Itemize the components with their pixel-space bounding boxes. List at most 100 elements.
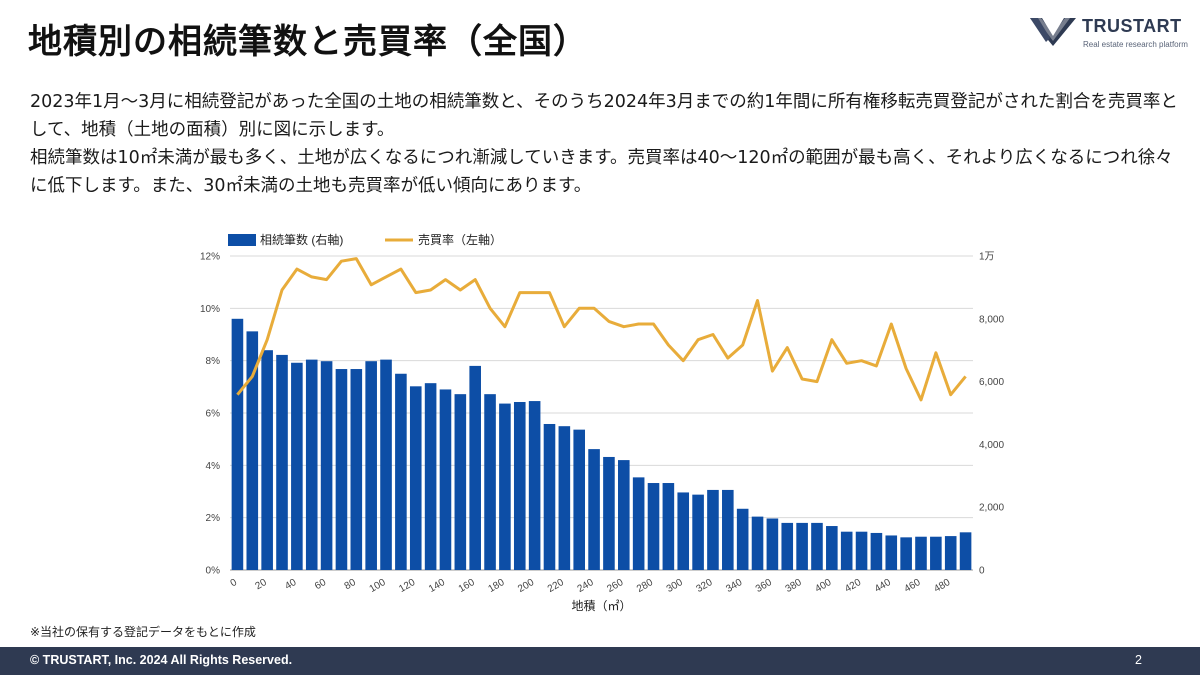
x-tick-label: 460 (903, 577, 923, 595)
bar (751, 516, 764, 570)
legend-label-bars: 相続筆数 (右軸) (260, 232, 343, 247)
x-tick-label: 60 (313, 577, 329, 592)
x-tick-label: 160 (457, 577, 477, 595)
bar (320, 361, 333, 570)
bar (409, 386, 422, 570)
bar (484, 394, 496, 570)
x-tick-label: 0 (229, 577, 240, 590)
y-left-tick-label: 10% (200, 304, 220, 315)
x-tick-label: 400 (813, 577, 833, 595)
bar (885, 535, 898, 570)
y-right-tick-label: 4,000 (979, 440, 1004, 451)
bar (350, 369, 363, 570)
footer-copyright: © TRUSTART, Inc. 2024 All Rights Reserve… (30, 653, 293, 667)
bar (380, 359, 392, 570)
x-tick-label: 80 (343, 577, 359, 592)
bar (543, 423, 556, 570)
y-left-tick-label: 8% (206, 356, 221, 367)
bar (944, 536, 957, 570)
y-left-tick-label: 4% (206, 461, 221, 472)
bar (231, 318, 244, 570)
y-left-tick-label: 6% (206, 409, 221, 420)
bar (291, 362, 303, 570)
x-tick-label: 380 (784, 577, 804, 595)
y-right-tick-label: 8,000 (979, 314, 1004, 325)
line-series-rate (236, 257, 967, 402)
source-note: ※当社の保有する登記データをもとに作成 (30, 625, 256, 639)
x-tick-label: 480 (932, 577, 952, 595)
x-tick-label: 340 (724, 577, 744, 595)
bar (261, 350, 273, 570)
bar (454, 394, 467, 570)
bar (826, 526, 838, 570)
page-title: 地積別の相続筆数と売買率（全国） (28, 22, 588, 62)
y-right-tick-label: 2,000 (979, 503, 1004, 514)
trustart-logo-icon (1030, 18, 1076, 46)
y-left-tick-label: 12% (200, 252, 220, 263)
bar (276, 354, 288, 570)
bar (722, 489, 734, 570)
legend-swatch-bars (228, 234, 256, 246)
legend-label-line: 売買率（左軸） (418, 232, 502, 247)
bar (439, 389, 452, 570)
y-left-tick-label: 0% (206, 566, 221, 577)
x-tick-label: 40 (283, 577, 299, 592)
bar (513, 402, 526, 570)
bar (692, 494, 704, 570)
chart: 0% 2% 4% 6% 8% 10% 12% 0 2,000 4,000 6,000 8,000 1万 0… (180, 226, 1020, 621)
x-tick-label: 180 (486, 577, 506, 595)
footer: © TRUSTART, Inc. 2024 All Rights Reserve… (0, 647, 1200, 675)
bar (959, 532, 972, 570)
bar (855, 531, 868, 570)
y-right-tick-label: 1万 (979, 252, 995, 263)
bar (766, 518, 779, 570)
description-line-1: 2023年1月～3月に相続登記があった全国の土地の相続筆数と、そのうち2024年… (30, 92, 1178, 140)
y-right-tick-label: 0 (979, 566, 985, 577)
bar (781, 522, 794, 570)
description-line-2: 相続筆数は10㎡未満が最も多く、土地が広くなるにつれ漸減していきます。売買率は4… (30, 148, 1173, 196)
bar (840, 531, 853, 570)
bar (424, 383, 437, 570)
bar (900, 537, 912, 570)
x-tick-label: 20 (254, 577, 270, 592)
x-tick-label: 440 (873, 577, 893, 595)
x-tick-label: 300 (665, 577, 685, 595)
x-tick-label: 200 (516, 577, 536, 595)
chart-svg: 0% 2% 4% 6% 8% 10% 12% 0 2,000 4,000 6,000 8,000 1万 0… (200, 232, 1004, 613)
bar (930, 536, 942, 570)
bar (528, 401, 541, 570)
description: 2023年1月～3月に相続登記があった全国の土地の相続筆数と、そのうち2024年… (30, 88, 1180, 200)
y-right-tick-label: 6,000 (979, 377, 1004, 388)
y-left-tick-label: 2% (206, 513, 221, 524)
bar (469, 365, 481, 570)
page-number: 2 (1135, 653, 1142, 667)
bar (305, 359, 318, 570)
x-tick-label: 120 (397, 577, 417, 595)
bar (662, 483, 675, 570)
x-tick-label: 240 (576, 577, 596, 595)
logo-tagline: Real estate research platform (1083, 40, 1188, 49)
bar (796, 522, 808, 570)
bar (365, 361, 377, 570)
x-tick-label: 260 (605, 577, 625, 595)
bar (811, 522, 823, 570)
bar (617, 460, 630, 570)
logo: TRUSTART Real estate research platform (1028, 12, 1193, 54)
bar (632, 477, 645, 570)
bar (677, 492, 690, 570)
bar (335, 369, 348, 570)
logo-name: TRUSTART (1082, 16, 1182, 36)
x-tick-label: 320 (694, 577, 714, 595)
bar (573, 429, 586, 570)
bar (603, 456, 615, 570)
bar (707, 489, 719, 570)
bar (647, 483, 660, 570)
x-tick-label: 140 (427, 577, 447, 595)
bar (915, 536, 927, 570)
x-tick-label: 360 (754, 577, 774, 595)
x-tick-label: 220 (546, 577, 566, 595)
bar (395, 373, 407, 570)
x-tick-label: 420 (843, 577, 863, 595)
bar (736, 508, 749, 570)
bar (588, 449, 600, 570)
